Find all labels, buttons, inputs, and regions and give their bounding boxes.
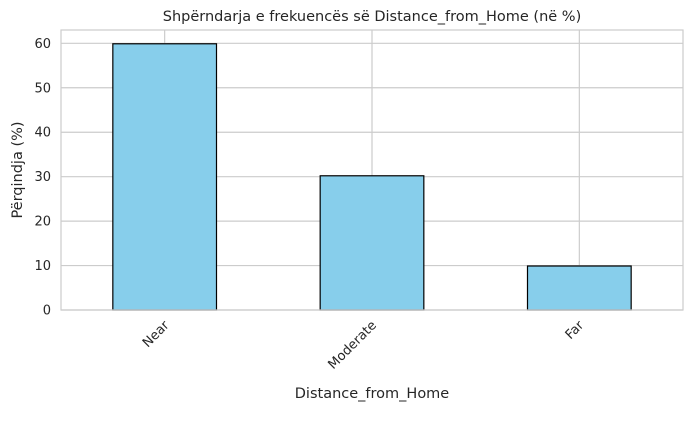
chart-title: Shpërndarja e frekuencës së Distance_fro… xyxy=(163,9,581,25)
y-tick-labels: 0 10 20 30 40 50 60 xyxy=(34,37,51,319)
y-tick-label: 50 xyxy=(34,81,51,96)
y-axis-title: Përqindja (%) xyxy=(10,121,26,218)
y-tick-label: 60 xyxy=(34,37,51,52)
plot-frame xyxy=(60,29,684,311)
x-axis-title: Distance_from_Home xyxy=(295,386,450,402)
bar-moderate xyxy=(319,175,425,311)
y-tick-label: 20 xyxy=(34,215,51,230)
y-tick-label: 30 xyxy=(34,170,51,185)
y-tick-label: 10 xyxy=(34,259,51,274)
y-tick-label: 0 xyxy=(43,304,51,319)
bar-far xyxy=(526,265,632,311)
bar-near xyxy=(112,43,218,311)
y-tick-label: 40 xyxy=(34,126,51,141)
bars xyxy=(112,43,632,311)
